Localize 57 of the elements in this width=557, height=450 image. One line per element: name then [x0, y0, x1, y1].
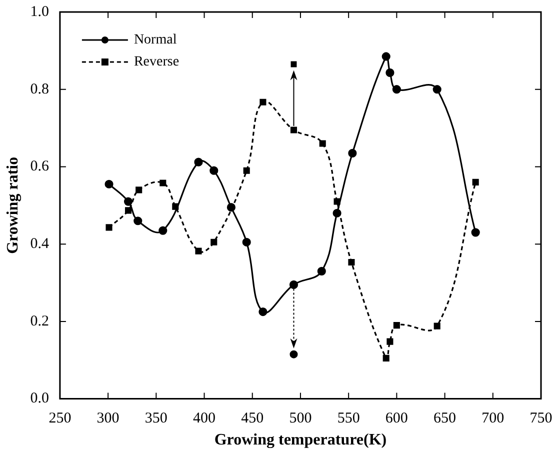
- point: [386, 338, 394, 345]
- point: [134, 216, 142, 226]
- x-tick-label: 450: [241, 410, 264, 427]
- legend-label: Normal: [134, 32, 177, 48]
- point: [319, 140, 326, 147]
- point: [124, 207, 132, 214]
- point: [106, 224, 112, 231]
- point: [348, 258, 355, 266]
- point: [290, 350, 298, 358]
- point: [289, 280, 298, 289]
- point: [258, 307, 268, 316]
- point: [226, 203, 236, 212]
- point: [393, 322, 400, 329]
- x-tick-label: 550: [337, 410, 360, 427]
- point: [382, 52, 390, 61]
- legend-label: Reverse: [134, 54, 180, 70]
- point: [104, 180, 114, 188]
- point: [210, 166, 218, 175]
- point: [290, 61, 297, 68]
- point: [160, 180, 166, 186]
- x-tick-label: 500: [289, 410, 312, 427]
- y-tick-label: 0.6: [30, 158, 50, 175]
- point: [158, 226, 168, 235]
- y-tick-label: 1.0: [30, 4, 49, 20]
- x-tick-label: 650: [434, 410, 456, 427]
- point: [195, 248, 202, 254]
- point: [471, 228, 480, 237]
- point: [386, 68, 394, 78]
- x-tick-label: 750: [530, 410, 552, 427]
- x-tick-label: 250: [48, 410, 72, 427]
- point: [392, 85, 401, 94]
- y-tick-label: 0.2: [30, 313, 49, 330]
- y-tick-label: 0.8: [30, 81, 49, 98]
- point: [472, 178, 479, 186]
- point: [210, 238, 218, 246]
- point: [194, 158, 203, 166]
- x-axis-title: Growing temperature(K): [214, 432, 387, 449]
- point: [317, 266, 326, 276]
- y-tick-label: 0.4: [30, 236, 50, 252]
- x-tick-label: 350: [144, 410, 168, 427]
- y-tick-label: 0.0: [30, 390, 49, 407]
- point: [260, 98, 266, 106]
- y-axis-title: Growing ratio: [4, 156, 22, 254]
- point: [434, 322, 440, 330]
- point: [432, 85, 442, 94]
- x-tick-label: 700: [482, 410, 504, 427]
- point: [136, 186, 142, 194]
- x-tick-label: 600: [385, 410, 408, 427]
- point: [348, 148, 357, 158]
- point: [124, 197, 133, 206]
- point: [243, 167, 250, 174]
- point: [332, 208, 342, 218]
- x-tick-label: 400: [193, 410, 216, 427]
- point: [290, 126, 298, 134]
- point: [242, 238, 251, 246]
- point: [382, 354, 390, 362]
- x-tick-label: 300: [96, 410, 120, 427]
